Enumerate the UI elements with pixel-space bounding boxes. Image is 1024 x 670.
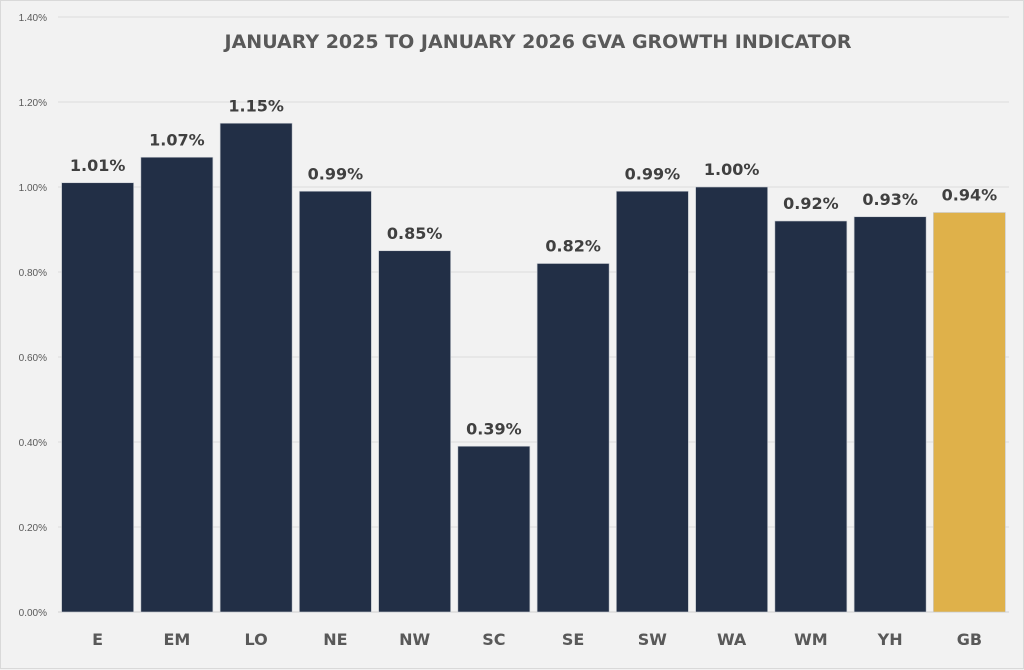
data-label: 0.85% <box>387 224 443 243</box>
bar-lo <box>219 122 293 613</box>
y-tick-label: 0.20% <box>19 523 47 534</box>
x-tick-label: GB <box>957 630 982 649</box>
bar-yh <box>853 216 927 613</box>
data-label: 0.94% <box>942 186 998 205</box>
x-tick-label: YH <box>877 630 903 649</box>
bar-wa <box>695 186 768 613</box>
x-tick-label: NE <box>323 630 347 649</box>
data-label: 0.99% <box>625 164 681 183</box>
data-label: 1.07% <box>149 130 205 149</box>
data-label: 0.39% <box>466 419 522 438</box>
data-label: 0.93% <box>862 190 918 209</box>
x-tick-label: NW <box>399 630 430 649</box>
x-tick-label: SE <box>562 630 584 649</box>
bar-sw <box>616 190 689 613</box>
bar-ne <box>299 190 372 613</box>
x-tick-label: WA <box>717 630 747 649</box>
y-tick-label: 0.80% <box>19 268 47 279</box>
x-tick-label: E <box>92 630 103 649</box>
y-tick-label: 0.60% <box>19 353 47 364</box>
x-tick-label: SC <box>482 630 505 649</box>
y-tick-label: 0.40% <box>19 438 47 449</box>
x-tick-label: LO <box>245 630 268 649</box>
bar-sc <box>457 445 531 613</box>
y-tick-label: 1.00% <box>19 183 47 194</box>
bar-se <box>536 263 610 613</box>
bar-e <box>61 182 134 613</box>
data-label: 1.15% <box>228 96 284 115</box>
bar-gb <box>933 212 1006 613</box>
data-label: 0.82% <box>545 237 601 256</box>
data-label: 0.92% <box>783 194 839 213</box>
y-tick-label: 1.40% <box>19 13 47 24</box>
x-tick-label: WM <box>794 630 828 649</box>
data-label: 0.99% <box>308 164 364 183</box>
y-tick-label: 1.20% <box>19 98 47 109</box>
data-label: 1.00% <box>704 160 760 179</box>
y-tick-label: 0.00% <box>19 608 47 619</box>
bar-em <box>140 156 214 613</box>
x-tick-label: EM <box>163 630 190 649</box>
data-label: 1.01% <box>70 156 126 175</box>
bar-wm <box>774 220 848 613</box>
chart-title: JANUARY 2025 TO JANUARY 2026 GVA GROWTH … <box>223 31 852 53</box>
bar-nw <box>378 250 451 613</box>
x-tick-label: SW <box>638 630 668 649</box>
